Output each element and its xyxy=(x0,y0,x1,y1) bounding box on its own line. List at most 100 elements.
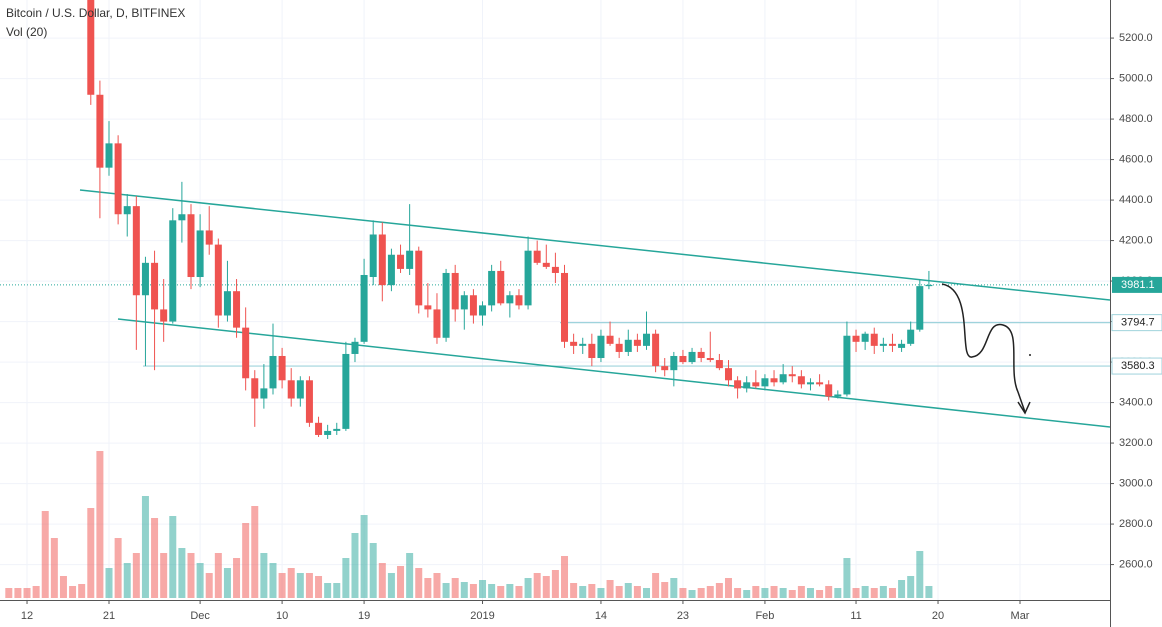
volume-bar xyxy=(497,586,505,598)
volume-bar xyxy=(697,588,705,598)
x-tick-label: 14 xyxy=(595,610,607,622)
candle-body xyxy=(233,291,241,328)
candle-body xyxy=(451,272,459,310)
y-tick-label: 4600.0 xyxy=(1119,153,1153,165)
candle-body xyxy=(196,230,204,278)
candle-body xyxy=(661,366,669,371)
volume-bar xyxy=(442,583,450,598)
candle-body xyxy=(251,378,259,399)
volume-bar xyxy=(788,590,796,598)
candle-body xyxy=(542,262,550,267)
x-tick-label: 2019 xyxy=(470,610,494,622)
volume-bar xyxy=(633,586,641,598)
candle-body xyxy=(469,295,477,316)
candle-body xyxy=(87,0,95,95)
volume-bar xyxy=(369,543,377,598)
price-label: 3794.7 xyxy=(1121,317,1155,329)
x-tick-label: 20 xyxy=(932,610,944,622)
y-tick-label: 4400.0 xyxy=(1119,194,1153,206)
x-tick-label: 21 xyxy=(103,610,115,622)
y-tick-label: 3000.0 xyxy=(1119,477,1153,489)
candle-body xyxy=(369,234,377,278)
candle-body xyxy=(797,376,805,385)
volume-bar xyxy=(351,533,359,598)
volume-bar xyxy=(806,588,814,598)
x-tick-label: 23 xyxy=(677,610,689,622)
candle-body xyxy=(305,380,313,423)
volume-bar xyxy=(178,548,186,598)
x-tick-label: 12 xyxy=(21,610,33,622)
candle-body xyxy=(579,343,587,346)
candle-body xyxy=(570,341,578,346)
volume-bar xyxy=(260,553,268,598)
x-tick-label: Dec xyxy=(190,610,210,622)
candle-body xyxy=(278,355,286,381)
candle-body xyxy=(697,351,705,359)
candle-body xyxy=(260,388,268,399)
candle-body xyxy=(488,270,496,306)
volume-bar xyxy=(606,580,614,598)
candle-body xyxy=(433,309,441,338)
candle-body xyxy=(916,286,924,330)
candle-body xyxy=(670,355,678,371)
candle-body xyxy=(479,305,487,316)
volume-bar xyxy=(78,584,86,598)
volume-bar xyxy=(925,586,933,598)
candle-body xyxy=(643,333,650,346)
candle-body xyxy=(333,428,341,431)
volume-bar xyxy=(406,553,414,598)
candle-body xyxy=(770,378,778,383)
volume-bar xyxy=(397,566,405,598)
volume-bar xyxy=(551,570,559,598)
candle-body xyxy=(633,339,641,346)
candle-body xyxy=(734,380,742,389)
volume-bar xyxy=(69,586,77,598)
candle-body xyxy=(524,250,532,306)
volume-bar xyxy=(679,588,687,598)
candle-body xyxy=(187,214,195,278)
volume-bar xyxy=(315,576,323,598)
candle-body xyxy=(888,343,896,346)
volume-bar xyxy=(579,586,587,598)
candle-body xyxy=(123,206,131,215)
upper-trend-line xyxy=(79,189,1110,301)
candle-body xyxy=(879,343,887,346)
candle-body xyxy=(506,295,514,304)
volume-bar xyxy=(5,588,13,598)
volume-bar xyxy=(743,590,751,598)
volume-bar xyxy=(888,588,896,598)
candle-body xyxy=(615,343,623,352)
volume-bar xyxy=(378,563,386,598)
volume-bar xyxy=(242,523,250,598)
candle-body xyxy=(870,333,878,346)
candle-body xyxy=(342,353,350,429)
candle-body xyxy=(497,270,505,304)
volume-bar xyxy=(333,583,341,598)
candle-body xyxy=(679,355,687,363)
volume-bar xyxy=(752,586,760,598)
volume-bar xyxy=(105,568,113,598)
candle-body xyxy=(551,266,559,273)
candle-body xyxy=(606,335,614,344)
volume-bar xyxy=(479,580,487,598)
price-label-box xyxy=(1111,357,1162,375)
volume-bar xyxy=(287,568,295,598)
y-tick-label: 5200.0 xyxy=(1119,32,1153,44)
axes: 2600.02800.03000.03200.03400.03600.03800… xyxy=(21,32,1162,622)
candle-body xyxy=(387,254,395,286)
candle-body xyxy=(788,374,796,377)
volume-bar xyxy=(670,578,678,598)
candle-body xyxy=(898,343,906,348)
volume-bar xyxy=(169,516,177,598)
volume-bar xyxy=(32,586,40,598)
volume-bar xyxy=(706,586,714,598)
volume-bar xyxy=(852,588,860,598)
candle-body xyxy=(715,360,723,369)
last-price-label: 3981.1 xyxy=(1121,279,1155,291)
candle-body xyxy=(761,378,769,387)
volume-bar xyxy=(879,586,887,598)
volume-bar xyxy=(834,588,842,598)
volume-bar xyxy=(460,582,468,598)
candle-body xyxy=(460,295,468,310)
